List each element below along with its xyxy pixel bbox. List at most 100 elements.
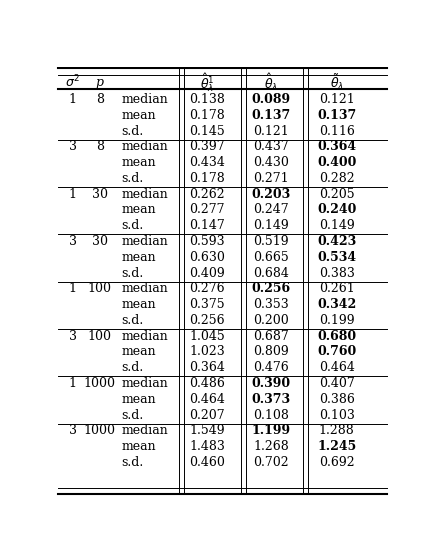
Text: 0.434: 0.434 <box>189 156 225 169</box>
Text: 0.687: 0.687 <box>253 330 289 343</box>
Text: 0.276: 0.276 <box>190 282 225 295</box>
Text: median: median <box>122 188 168 201</box>
Text: 1: 1 <box>69 282 77 295</box>
Text: mean: mean <box>122 440 156 453</box>
Text: 0.108: 0.108 <box>253 409 289 422</box>
Text: 0.692: 0.692 <box>319 456 355 469</box>
Text: 0.534: 0.534 <box>317 251 356 264</box>
Text: 0.256: 0.256 <box>190 314 225 327</box>
Text: 1000: 1000 <box>84 377 115 390</box>
Text: 1.549: 1.549 <box>190 424 225 437</box>
Text: 0.103: 0.103 <box>319 409 355 422</box>
Text: 0.145: 0.145 <box>189 125 225 138</box>
Text: 0.630: 0.630 <box>189 251 225 264</box>
Text: 3: 3 <box>69 140 77 153</box>
Text: s.d.: s.d. <box>122 314 144 327</box>
Text: 100: 100 <box>88 330 112 343</box>
Text: 0.277: 0.277 <box>190 203 225 217</box>
Text: 8: 8 <box>95 140 104 153</box>
Text: s.d.: s.d. <box>122 172 144 185</box>
Text: mean: mean <box>122 109 156 122</box>
Text: 1: 1 <box>69 188 77 201</box>
Text: median: median <box>122 282 168 295</box>
Text: 0.262: 0.262 <box>190 188 225 201</box>
Text: 0.430: 0.430 <box>253 156 289 169</box>
Text: 0.271: 0.271 <box>253 172 289 185</box>
Text: 0.364: 0.364 <box>317 140 356 153</box>
Text: 0.137: 0.137 <box>252 109 291 122</box>
Text: 30: 30 <box>92 188 108 201</box>
Text: 0.282: 0.282 <box>319 172 355 185</box>
Text: median: median <box>122 377 168 390</box>
Text: 0.464: 0.464 <box>189 393 225 406</box>
Text: median: median <box>122 330 168 343</box>
Text: 0.409: 0.409 <box>189 267 225 280</box>
Text: 0.261: 0.261 <box>319 282 355 295</box>
Text: median: median <box>122 235 168 248</box>
Text: 0.390: 0.390 <box>252 377 291 390</box>
Text: 0.397: 0.397 <box>190 140 225 153</box>
Text: 3: 3 <box>69 235 77 248</box>
Text: s.d.: s.d. <box>122 125 144 138</box>
Text: 1000: 1000 <box>84 424 115 437</box>
Text: 0.342: 0.342 <box>317 298 356 311</box>
Text: 0.400: 0.400 <box>317 156 356 169</box>
Text: 0.373: 0.373 <box>252 393 291 406</box>
Text: 0.205: 0.205 <box>319 188 355 201</box>
Text: $\hat{\theta}_{\lambda}$: $\hat{\theta}_{\lambda}$ <box>264 72 278 93</box>
Text: 0.665: 0.665 <box>253 251 289 264</box>
Text: 0.199: 0.199 <box>319 314 355 327</box>
Text: 0.149: 0.149 <box>319 219 355 232</box>
Text: 0.486: 0.486 <box>189 377 225 390</box>
Text: p: p <box>95 76 104 89</box>
Text: 0.138: 0.138 <box>189 93 225 106</box>
Text: 0.519: 0.519 <box>253 235 289 248</box>
Text: 0.460: 0.460 <box>189 456 225 469</box>
Text: 0.207: 0.207 <box>190 409 225 422</box>
Text: mean: mean <box>122 393 156 406</box>
Text: s.d.: s.d. <box>122 219 144 232</box>
Text: 0.437: 0.437 <box>253 140 289 153</box>
Text: median: median <box>122 424 168 437</box>
Text: 1.023: 1.023 <box>189 345 225 359</box>
Text: 3: 3 <box>69 424 77 437</box>
Text: 30: 30 <box>92 235 108 248</box>
Text: 0.247: 0.247 <box>253 203 289 217</box>
Text: 0.680: 0.680 <box>317 330 356 343</box>
Text: 0.149: 0.149 <box>253 219 289 232</box>
Text: 1.045: 1.045 <box>189 330 225 343</box>
Text: 0.121: 0.121 <box>319 93 355 106</box>
Text: 0.383: 0.383 <box>319 267 355 280</box>
Text: 1.483: 1.483 <box>189 440 225 453</box>
Text: mean: mean <box>122 251 156 264</box>
Text: s.d.: s.d. <box>122 267 144 280</box>
Text: 0.593: 0.593 <box>190 235 225 248</box>
Text: 0.684: 0.684 <box>253 267 289 280</box>
Text: s.d.: s.d. <box>122 361 144 374</box>
Text: 1: 1 <box>69 93 77 106</box>
Text: 0.178: 0.178 <box>189 172 225 185</box>
Text: 0.121: 0.121 <box>253 125 289 138</box>
Text: 0.178: 0.178 <box>189 109 225 122</box>
Text: 0.240: 0.240 <box>317 203 356 217</box>
Text: 0.760: 0.760 <box>317 345 356 359</box>
Text: 1.288: 1.288 <box>319 424 355 437</box>
Text: s.d.: s.d. <box>122 456 144 469</box>
Text: mean: mean <box>122 156 156 169</box>
Text: $\sigma^2$: $\sigma^2$ <box>65 74 80 91</box>
Text: 0.407: 0.407 <box>319 377 355 390</box>
Text: mean: mean <box>122 345 156 359</box>
Text: 0.256: 0.256 <box>252 282 291 295</box>
Text: median: median <box>122 140 168 153</box>
Text: 0.203: 0.203 <box>252 188 291 201</box>
Text: 0.464: 0.464 <box>319 361 355 374</box>
Text: median: median <box>122 93 168 106</box>
Text: s.d.: s.d. <box>122 409 144 422</box>
Text: $\tilde{\theta}_{\lambda}$: $\tilde{\theta}_{\lambda}$ <box>330 72 344 92</box>
Text: 3: 3 <box>69 330 77 343</box>
Text: 0.386: 0.386 <box>319 393 355 406</box>
Text: 0.375: 0.375 <box>190 298 225 311</box>
Text: mean: mean <box>122 203 156 217</box>
Text: 0.353: 0.353 <box>253 298 289 311</box>
Text: 0.147: 0.147 <box>189 219 225 232</box>
